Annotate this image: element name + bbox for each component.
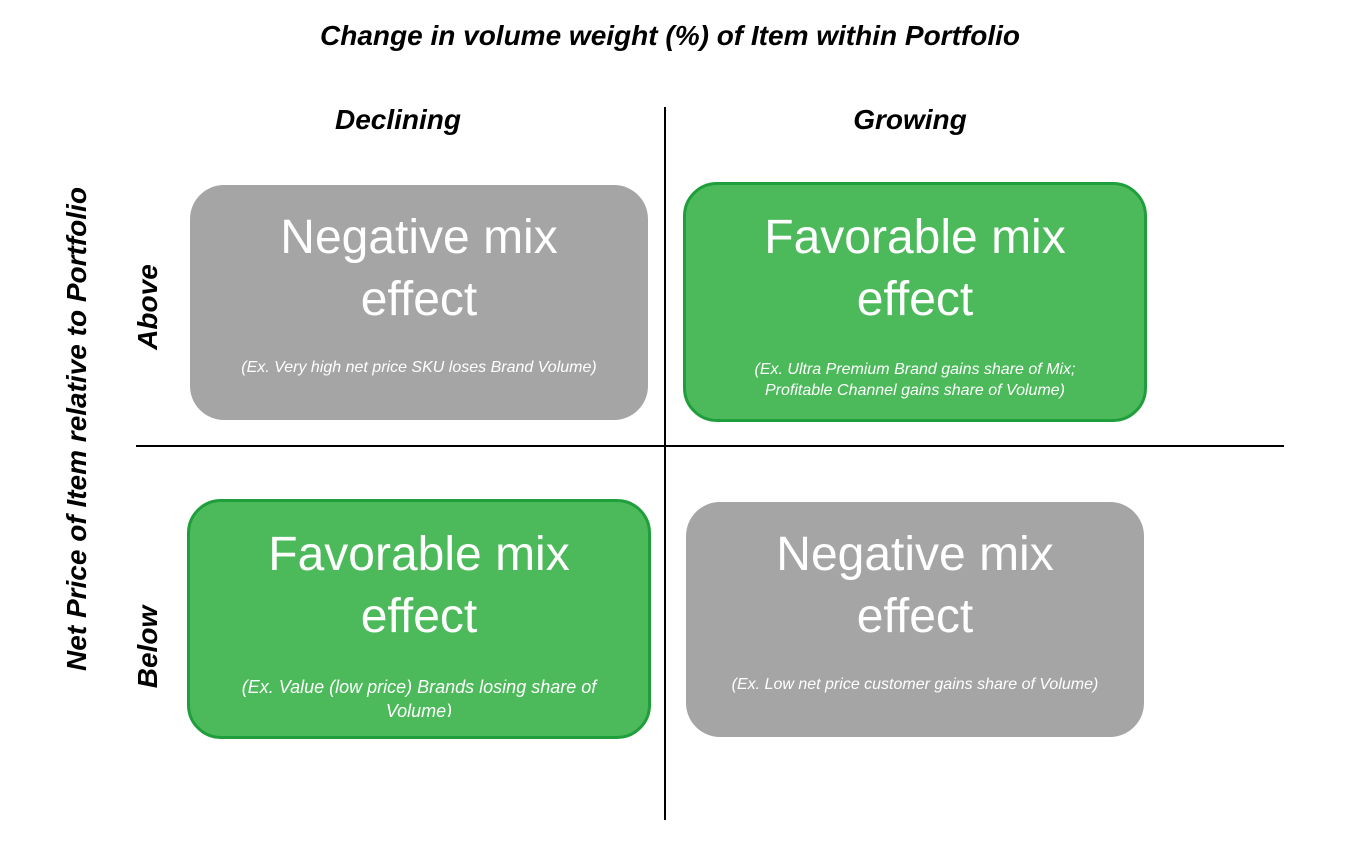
headline-line: Negative mix [280, 211, 558, 264]
y-axis-title: Net Price of Item relative to Portfolio [61, 187, 92, 671]
quadrant-headline: Negative mix effect [190, 207, 648, 331]
diagram-title: Change in volume weight (%) of Item with… [320, 20, 1020, 51]
quadrant-above-growing: Favorable mix effect (Ex. Ultra Premium … [683, 182, 1147, 422]
quadrant-headline: Favorable mix effect [686, 207, 1144, 331]
headline-line: effect [856, 590, 974, 643]
row-label-below: Below [132, 605, 163, 689]
column-label-declining: Declining [334, 104, 461, 135]
headline-line: effect [360, 273, 478, 326]
headline-line: effect [856, 273, 974, 326]
quadrant-below-growing: Negative mix effect (Ex. Low net price c… [686, 502, 1144, 737]
quadrant-example: (Ex. Very high net price SKU loses Brand… [241, 359, 597, 376]
quadrant-example: (Ex. Low net price customer gains share … [731, 676, 1099, 693]
example-line: (Ex. Ultra Premium Brand gains share of … [754, 361, 1076, 378]
quadrant-above-declining: Negative mix effect (Ex. Very high net p… [190, 185, 648, 420]
headline-line: effect [360, 590, 478, 643]
column-label-growing: Growing [853, 104, 967, 135]
vertical-divider [664, 107, 666, 820]
row-label-above: Above [132, 264, 163, 350]
quadrant-headline: Favorable mix effect [190, 524, 648, 648]
headline-line: Favorable mix [268, 528, 570, 581]
horizontal-divider [136, 445, 1284, 447]
example-line: Profitable Channel gains share of Volume… [764, 382, 1066, 399]
quadrant-headline: Negative mix effect [686, 524, 1144, 648]
headline-line: Negative mix [776, 528, 1054, 581]
quadrant-example: (Ex. Value (low price) Brands losing sha… [241, 677, 597, 717]
headline-line: Favorable mix [764, 211, 1066, 264]
quadrant-below-declining: Favorable mix effect (Ex. Value (low pri… [187, 499, 651, 739]
quadrant-example: (Ex. Ultra Premium Brand gains share of … [706, 359, 1124, 401]
